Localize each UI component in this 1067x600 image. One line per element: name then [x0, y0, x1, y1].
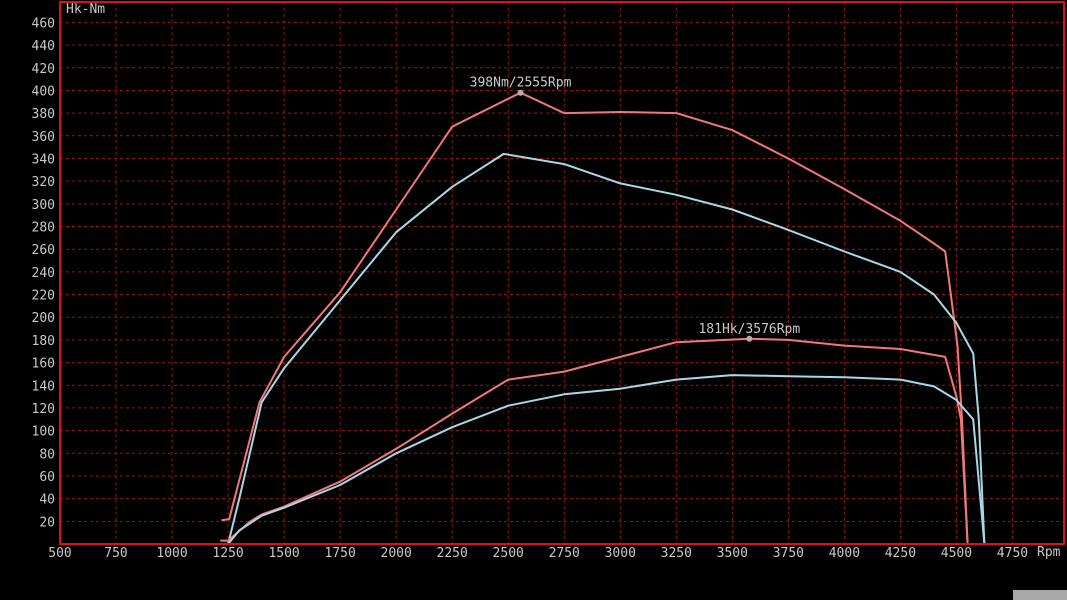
x-tick-label: 1250: [212, 546, 243, 561]
x-tick-label: 4750: [997, 546, 1028, 561]
plot-frame: [59, 1, 1065, 545]
x-tick-label: 3250: [661, 546, 692, 561]
annotation-label: 398Nm/2555Rpm: [470, 76, 572, 91]
y-tick-label: 60: [39, 470, 55, 485]
y-tick-label: 300: [32, 198, 55, 213]
y-tick-label: 440: [32, 39, 55, 54]
y-tick-label: 280: [32, 221, 55, 236]
y-tick-label: 420: [32, 62, 55, 77]
series-lines: [220, 91, 986, 545]
annotations: 398Nm/2555Rpm 181Hk/3576Rpm: [470, 76, 800, 342]
annotation-marker: [517, 89, 524, 96]
series-line-1: [221, 91, 969, 545]
y-tick-label: 200: [32, 311, 55, 326]
annotation-label: 181Hk/3576Rpm: [698, 322, 800, 337]
x-tick-label: 2250: [437, 546, 468, 561]
y-tick-label: 100: [32, 425, 55, 440]
y-tick-label: 240: [32, 266, 55, 281]
x-tick-label: 2000: [381, 546, 412, 561]
x-axis-label: Rpm: [1037, 545, 1061, 560]
x-tick-label: 4500: [941, 546, 972, 561]
y-tick-label: 320: [32, 175, 55, 190]
x-tick-label: 4000: [829, 546, 860, 561]
x-tick-label: 3000: [605, 546, 636, 561]
series-line-4: [227, 374, 986, 545]
y-tick-label: 80: [39, 447, 55, 462]
y-tick-label: 180: [32, 334, 55, 349]
y-tick-label: 360: [32, 130, 55, 145]
x-tick-label: 2750: [549, 546, 580, 561]
grid: [60, 2, 1064, 544]
y-tick-label: 380: [32, 107, 55, 122]
tick-labels: 500 750 1000 1250 1500 1750 2000 2250 2500 2750 30…: [32, 16, 1029, 561]
x-tick-label: 500: [48, 546, 71, 561]
x-tick-label: 4250: [885, 546, 916, 561]
x-tick-label: 2500: [493, 546, 524, 561]
x-tick-label: 1000: [156, 546, 187, 561]
x-tick-label: 3750: [773, 546, 804, 561]
y-tick-label: 120: [32, 402, 55, 417]
y-tick-label: 260: [32, 243, 55, 258]
x-tick-label: 1500: [268, 546, 299, 561]
y-tick-label: 160: [32, 357, 55, 372]
y-tick-label: 20: [39, 515, 55, 530]
y-tick-label: 40: [39, 493, 55, 508]
y-tick-label: 140: [32, 379, 55, 394]
y-axis-label: Hk-Nm: [66, 2, 105, 17]
y-tick-label: 460: [32, 16, 55, 31]
series-line-2: [227, 152, 986, 545]
x-tick-label: 1750: [324, 546, 355, 561]
y-tick-label: 220: [32, 289, 55, 304]
y-tick-label: 340: [32, 152, 55, 167]
y-tick-label: 400: [32, 84, 55, 99]
scrollbar-thumb[interactable]: [1013, 590, 1067, 600]
series-line-3: [220, 337, 969, 545]
x-tick-label: 750: [104, 546, 127, 561]
annotation-marker: [746, 335, 753, 342]
x-tick-label: 3500: [717, 546, 748, 561]
